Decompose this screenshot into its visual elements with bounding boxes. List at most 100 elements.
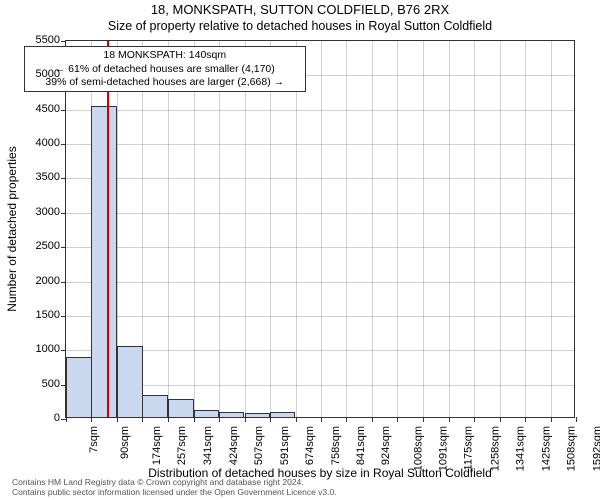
- gridline-v: [474, 41, 475, 417]
- xtick-label: 1175sqm: [463, 426, 475, 470]
- ytick-mark: [61, 213, 66, 214]
- xtick-label: 1258sqm: [489, 426, 501, 471]
- ytick-label: 500: [5, 378, 60, 390]
- gridline-v: [142, 41, 143, 417]
- chart-subtitle: Size of property relative to detached ho…: [0, 19, 600, 33]
- ytick-label: 4000: [5, 137, 60, 149]
- ytick-label: 5500: [5, 34, 60, 46]
- ytick-label: 3000: [5, 206, 60, 218]
- ytick-label: 1500: [5, 309, 60, 321]
- ytick-label: 4500: [5, 103, 60, 115]
- xtick-mark: [194, 417, 195, 422]
- xtick-label: 1008sqm: [412, 426, 424, 471]
- xtick-mark: [449, 417, 450, 422]
- y-axis-label-wrap: Number of detached properties: [12, 40, 26, 418]
- gridline-v: [194, 41, 195, 417]
- histogram-bar: [66, 357, 92, 417]
- xtick-mark: [576, 417, 577, 422]
- gridline-v: [245, 41, 246, 417]
- xtick-mark: [168, 417, 169, 422]
- marker-line: [107, 41, 109, 417]
- chart-title: 18, MONKSPATH, SUTTON COLDFIELD, B76 2RX: [0, 2, 600, 17]
- ytick-mark: [61, 178, 66, 179]
- xtick-mark: [142, 417, 143, 422]
- ytick-label: 3500: [5, 171, 60, 183]
- xtick-mark: [372, 417, 373, 422]
- xtick-mark: [500, 417, 501, 422]
- xtick-mark: [66, 417, 67, 422]
- xtick-label: 90sqm: [119, 426, 131, 459]
- gridline-v: [551, 41, 552, 417]
- xtick-label: 1508sqm: [565, 426, 577, 471]
- gridline-v: [219, 41, 220, 417]
- histogram-bar: [270, 412, 296, 417]
- gridline-v: [296, 41, 297, 417]
- xtick-label: 7sqm: [88, 426, 100, 453]
- xtick-label: 1341sqm: [514, 426, 526, 471]
- histogram-bar: [91, 106, 117, 417]
- plot-area: 18 MONKSPATH: 140sqm← 61% of detached ho…: [65, 40, 575, 418]
- xtick-mark: [321, 417, 322, 422]
- ytick-mark: [61, 110, 66, 111]
- ytick-mark: [61, 282, 66, 283]
- xtick-label: 674sqm: [304, 426, 316, 465]
- histogram-bar: [245, 413, 271, 417]
- xtick-mark: [245, 417, 246, 422]
- ytick-mark: [61, 41, 66, 42]
- ytick-mark: [61, 144, 66, 145]
- xtick-mark: [296, 417, 297, 422]
- ytick-label: 0: [5, 412, 60, 424]
- histogram-bar: [168, 399, 194, 417]
- xtick-label: 758sqm: [330, 426, 342, 465]
- attribution-footer: Contains HM Land Registry data © Crown c…: [12, 478, 337, 498]
- gridline-v: [423, 41, 424, 417]
- gridline-v: [346, 41, 347, 417]
- chart-page: { "title": "18, MONKSPATH, SUTTON COLDFI…: [0, 0, 600, 500]
- ytick-label: 2500: [5, 240, 60, 252]
- gridline-v: [321, 41, 322, 417]
- ytick-label: 5000: [5, 68, 60, 80]
- xtick-mark: [346, 417, 347, 422]
- gridline-v: [525, 41, 526, 417]
- gridline-v: [397, 41, 398, 417]
- ytick-mark: [61, 350, 66, 351]
- xtick-label: 174sqm: [151, 426, 163, 465]
- gridline-v: [372, 41, 373, 417]
- ytick-mark: [61, 247, 66, 248]
- gridline-v: [500, 41, 501, 417]
- ytick-label: 1000: [5, 343, 60, 355]
- xtick-label: 1091sqm: [438, 426, 450, 471]
- footer-line: Contains public sector information licen…: [12, 488, 337, 498]
- xtick-label: 1592sqm: [591, 426, 600, 471]
- xtick-label: 424sqm: [228, 426, 240, 465]
- xtick-label: 924sqm: [381, 426, 393, 465]
- xtick-mark: [474, 417, 475, 422]
- gridline-v: [168, 41, 169, 417]
- xtick-label: 341sqm: [202, 426, 214, 465]
- xtick-mark: [117, 417, 118, 422]
- annotation-line: 39% of semi-detached houses are larger (…: [29, 76, 301, 89]
- ytick-label: 2000: [5, 275, 60, 287]
- histogram-bar: [219, 412, 245, 417]
- xtick-label: 591sqm: [279, 426, 291, 465]
- annotation-box: 18 MONKSPATH: 140sqm← 61% of detached ho…: [24, 46, 306, 91]
- xtick-mark: [525, 417, 526, 422]
- annotation-line: ← 61% of detached houses are smaller (4,…: [29, 63, 301, 76]
- xtick-label: 1425sqm: [540, 426, 552, 471]
- histogram-bar: [142, 395, 168, 417]
- ytick-mark: [61, 316, 66, 317]
- annotation-line: 18 MONKSPATH: 140sqm: [29, 49, 301, 62]
- xtick-label: 257sqm: [177, 426, 189, 465]
- xtick-mark: [397, 417, 398, 422]
- xtick-mark: [270, 417, 271, 422]
- xtick-mark: [423, 417, 424, 422]
- gridline-v: [270, 41, 271, 417]
- xtick-label: 507sqm: [253, 426, 265, 465]
- xtick-label: 841sqm: [355, 426, 367, 465]
- xtick-mark: [91, 417, 92, 422]
- gridline-v: [449, 41, 450, 417]
- xtick-mark: [551, 417, 552, 422]
- histogram-bar: [117, 346, 143, 417]
- xtick-mark: [219, 417, 220, 422]
- histogram-bar: [194, 410, 220, 417]
